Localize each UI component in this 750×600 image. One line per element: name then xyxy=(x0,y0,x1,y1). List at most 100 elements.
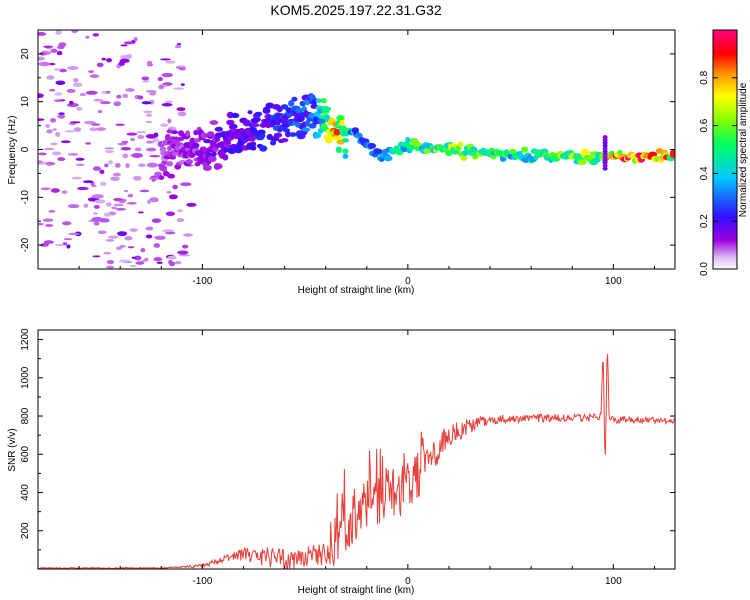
spectrogram-noise-blob xyxy=(169,261,176,267)
spectrogram-noise-blob xyxy=(89,127,97,132)
colorbar-tick-label: 0.0 xyxy=(699,262,710,276)
spectrogram-noise-blob xyxy=(54,243,65,247)
spectrogram-ridge-cell xyxy=(252,117,262,122)
spectrogram-noise-blob xyxy=(48,62,56,66)
colorbar-tick-label: 0.8 xyxy=(699,70,710,84)
spectrogram-noise-blob xyxy=(64,130,75,133)
spectrogram-ridge-cell xyxy=(577,159,587,166)
spectrogram-noise-blob xyxy=(134,255,142,261)
spectrogram-noise-blob xyxy=(60,140,71,144)
spectrogram-ridge-cell xyxy=(222,154,229,161)
spectrogram-x-tick-label: 100 xyxy=(605,276,622,287)
spectrogram-noise-blob xyxy=(38,118,45,121)
spectrogram-noise-blob xyxy=(93,204,100,209)
spectrogram-noise-blob xyxy=(135,261,145,265)
colorbar: 0.0 0.2 0.4 0.6 0.8 Normalized spectral ampl… xyxy=(699,29,749,276)
spectrogram-y-tick-label: 10 xyxy=(20,96,31,108)
spectrogram-ridge-cell xyxy=(299,100,306,107)
spectrogram-noise-blob xyxy=(92,255,101,258)
spectrogram-noise-blob xyxy=(46,75,55,80)
spectrogram-ridge-cell xyxy=(295,107,304,114)
spectrogram-noise-blob xyxy=(92,33,100,37)
spectrogram-ridge-cell xyxy=(282,123,290,128)
spectrogram-noise-blob xyxy=(115,207,127,211)
spectrogram-ridge-cell xyxy=(211,151,217,157)
spectrogram-ridge-cell xyxy=(201,146,207,153)
spectrogram-noise-blob xyxy=(116,94,122,99)
spectrogram-ridge-cell xyxy=(298,116,305,123)
spectrogram-ridge-cell xyxy=(401,146,408,153)
colorbar-tick-label: 0.4 xyxy=(699,166,710,180)
spectrogram-y-tick-label: -10 xyxy=(20,190,31,205)
spectrogram-noise-blob xyxy=(176,43,182,46)
spectrogram-ridge-cell xyxy=(222,140,232,146)
spectrogram-noise-blob xyxy=(153,132,159,138)
spectrogram-y-tick-label: -20 xyxy=(20,237,31,252)
spectrogram-noise-blob xyxy=(39,243,49,247)
spectrogram-noise-blob xyxy=(104,147,115,150)
spectrogram-noise-blob xyxy=(145,120,153,124)
colorbar-label: Normalized spectral amplitude xyxy=(738,82,749,217)
spectrogram-ridge-cell xyxy=(288,132,298,137)
spectrogram-noise-blob xyxy=(92,166,101,171)
spectrogram-noise-blob xyxy=(183,233,194,237)
spectrogram-noise-blob xyxy=(46,129,53,134)
spectrogram-noise-blob xyxy=(139,189,150,193)
spectrogram-noise-blob xyxy=(129,264,138,268)
spectrogram-noise-blob xyxy=(39,51,47,56)
spectrogram-spike-cell xyxy=(602,166,608,171)
spectrogram-noise-blob xyxy=(122,93,129,99)
spectrogram-noise-blob xyxy=(114,162,121,168)
snr-y-tick-label: 600 xyxy=(20,446,31,463)
spectrogram-noise-blob xyxy=(55,131,61,137)
spectrogram-noise-blob xyxy=(49,88,56,92)
spectrogram-noise-blob xyxy=(132,175,142,181)
spectrogram-noise-blob xyxy=(59,115,65,119)
spectrogram-noise-blob xyxy=(110,176,120,181)
spectrogram-noise-blob xyxy=(129,137,136,142)
spectrogram-ridge-cell xyxy=(335,135,343,141)
spectrogram-spike-cell xyxy=(602,149,608,154)
spectrogram-ridge-cell xyxy=(581,148,590,155)
spectrogram-ridge-cell xyxy=(230,127,237,134)
spectrogram-ridge-cell xyxy=(215,163,223,170)
snr-x-axis-label: Height of straight line (km) xyxy=(298,585,415,596)
spectrogram-noise-blob xyxy=(50,188,60,193)
spectrogram-ridge-cell xyxy=(339,119,345,127)
spectrogram-noise-blob xyxy=(97,230,107,235)
snr-y-tick-label: 400 xyxy=(20,484,31,501)
spectrogram-noise-blob xyxy=(165,231,176,235)
spectrogram-spike-cell xyxy=(602,155,608,160)
spectrogram-noise-blob xyxy=(66,244,71,249)
spectrogram-noise-blob xyxy=(153,257,163,262)
spectrogram-noise-blob xyxy=(151,218,162,224)
spectrogram-noise-blob xyxy=(83,120,96,125)
spectrogram-noise-blob xyxy=(167,118,172,124)
spectrogram-ridge-cell xyxy=(301,127,311,132)
spectrogram-noise-blob xyxy=(73,127,82,132)
spectrogram-noise-blob xyxy=(56,50,63,56)
spectrogram-noise-blob xyxy=(45,124,50,128)
spectrogram-ridge-cell xyxy=(257,132,266,139)
spectrogram-noise-blob xyxy=(140,248,146,253)
spectrogram-noise-blob xyxy=(42,45,54,48)
spectrogram-noise-blob xyxy=(85,90,98,95)
spectrogram-noise-blob xyxy=(146,162,158,168)
spectrogram-noise-blob xyxy=(106,58,113,63)
colorbar-tick-label: 0.2 xyxy=(699,214,710,228)
colorbar-gradient xyxy=(712,29,738,270)
spectrogram-spike-cell xyxy=(602,158,608,163)
spectrogram-noise-blob xyxy=(160,58,171,61)
spectrogram-ridge-cell xyxy=(165,161,174,167)
colorbar-tick-label: 0.6 xyxy=(699,118,710,132)
spectrogram-noise-blob xyxy=(152,138,160,143)
spectrogram-y-axis-label: Frequency (Hz) xyxy=(7,116,18,185)
spectrogram-noise-blob xyxy=(147,199,152,204)
spectrogram-spike-cell xyxy=(602,135,608,140)
spectrogram-ridge-cell xyxy=(311,98,317,106)
spectrogram-noise-blob xyxy=(107,160,114,165)
spectrogram-noise-blob xyxy=(131,153,143,158)
spectrogram-noise-blob xyxy=(106,259,115,265)
spectrogram-noise-blob xyxy=(103,212,111,217)
spectrogram-noise-blob xyxy=(98,218,110,223)
